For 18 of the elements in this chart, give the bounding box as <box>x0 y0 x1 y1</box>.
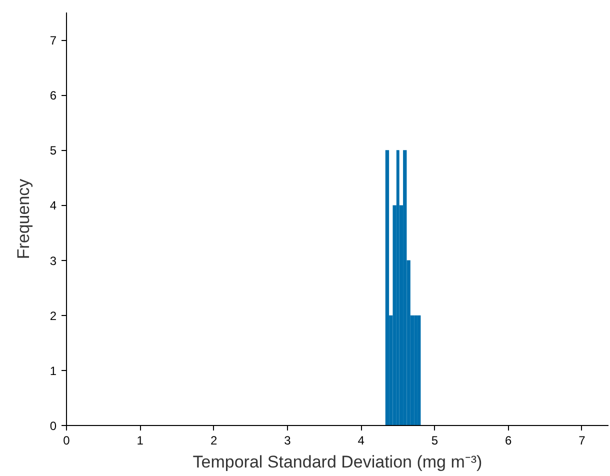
x-tick-label: 3 <box>284 434 292 448</box>
x-tick-label: 0 <box>63 434 70 448</box>
y-tick-label: 1 <box>50 364 57 378</box>
y-axis-title: Frequency <box>14 178 33 260</box>
x-tick-label: 6 <box>505 434 512 448</box>
x-axis-title: Temporal Standard Deviation (mg m⁻³) <box>192 452 482 472</box>
y-tick-label: 5 <box>50 144 57 158</box>
x-tick-label: 7 <box>578 434 586 448</box>
x-tick-label: 4 <box>358 434 365 448</box>
x-tick-label: 1 <box>136 434 144 448</box>
y-tick-label: 6 <box>50 88 57 103</box>
y-tick-label: 4 <box>50 198 57 213</box>
x-tick-label: 5 <box>431 434 438 448</box>
y-tick-label: 7 <box>50 34 57 48</box>
y-tick-label: 2 <box>50 308 57 323</box>
x-tick-label: 2 <box>210 434 218 448</box>
y-tick-label: 3 <box>50 254 57 268</box>
y-tick-label: 0 <box>50 419 57 433</box>
